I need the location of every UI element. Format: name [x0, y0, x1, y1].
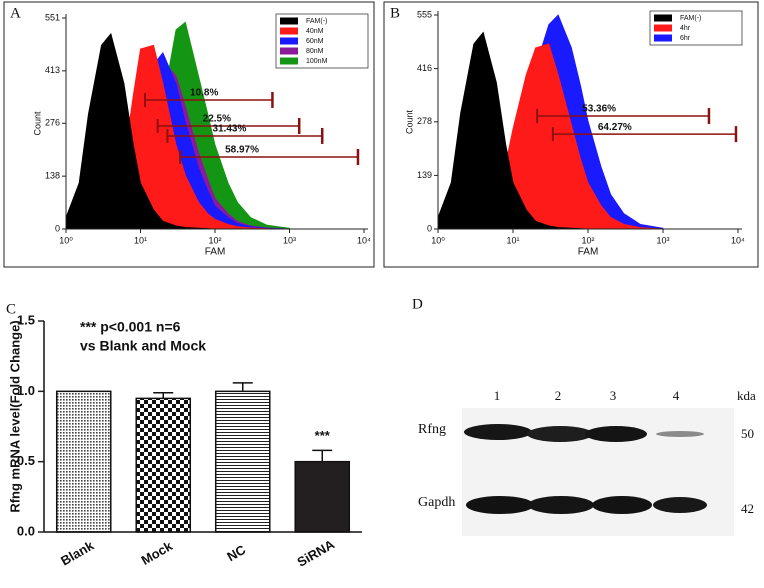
bar	[135, 397, 192, 533]
bar	[55, 390, 112, 533]
y-tick-label: 0	[55, 223, 60, 233]
legend-swatch	[280, 17, 298, 25]
panel-label: B	[390, 5, 400, 21]
x-tick-label: 10⁴	[731, 235, 745, 245]
y-tick-label: 416	[417, 63, 432, 73]
row-label: Rfng	[418, 422, 446, 437]
x-tick-label: SiRNA	[294, 536, 337, 570]
panel-label: D	[412, 296, 423, 312]
panel-frame	[383, 1, 759, 268]
legend-label: 80nM	[306, 48, 324, 55]
x-tick-label: 10²	[581, 235, 594, 245]
y-tick-label: 555	[417, 9, 432, 19]
y-tick-label: 0.5	[17, 453, 35, 468]
annotation: *** p<0.001 n=6	[80, 319, 181, 335]
legend-label: FAM(-)	[680, 15, 701, 22]
band	[585, 426, 647, 442]
x-tick-label: 10¹	[506, 235, 519, 245]
legend-swatch	[280, 37, 298, 45]
lane-label: 3	[610, 388, 617, 403]
band	[653, 497, 707, 513]
row-label: Gapdh	[418, 495, 455, 510]
legend-swatch	[654, 14, 672, 22]
y-tick-label: 278	[417, 116, 432, 126]
legend-label: 6hr	[680, 35, 691, 42]
band	[528, 496, 594, 514]
x-tick-label: Mock	[139, 538, 176, 568]
band	[527, 426, 593, 442]
gate-label: 64.27%	[598, 122, 632, 133]
lane-label: 2	[555, 388, 562, 403]
x-tick-label: 10³	[656, 235, 669, 245]
y-tick-label: 1.5	[17, 312, 35, 327]
x-tick-label: 10⁴	[357, 235, 371, 245]
x-axis-title: FAM	[205, 247, 226, 258]
y-axis-title: Rfng mRNA level(Fold Change)	[7, 320, 22, 512]
y-tick-label: 139	[417, 170, 432, 180]
size-label: 42	[741, 501, 754, 516]
x-tick-label: 10¹	[134, 235, 147, 245]
lane-label: 4	[673, 388, 680, 403]
legend-swatch	[654, 34, 672, 42]
legend-label: FAM(-)	[306, 18, 327, 25]
unit-label: kda	[737, 388, 756, 403]
x-tick-label: 10³	[283, 235, 296, 245]
legend-label: 4hr	[680, 25, 691, 32]
legend-label: 60nM	[306, 38, 324, 45]
band	[656, 431, 704, 437]
gate-label: 22.5%	[203, 114, 231, 125]
bar	[214, 390, 271, 533]
y-tick-label: 413	[45, 65, 60, 75]
legend-swatch	[280, 27, 298, 35]
size-label: 50	[741, 426, 754, 441]
gate-label: 31.43%	[212, 124, 246, 135]
y-tick-label: 276	[45, 118, 60, 128]
legend-swatch	[280, 57, 298, 65]
legend-swatch	[280, 47, 298, 55]
significance-label: ***	[315, 428, 331, 443]
x-axis-title: FAM	[578, 247, 599, 258]
gate-label: 53.36%	[582, 104, 616, 115]
y-axis-title: Count	[404, 110, 414, 135]
panel-label: A	[10, 5, 21, 21]
band	[464, 424, 532, 440]
lane-label: 1	[494, 388, 501, 403]
x-tick-label: Blank	[58, 537, 97, 568]
x-tick-label: 10⁰	[59, 235, 73, 245]
x-tick-label: NC	[224, 542, 248, 565]
gate-label: 10.8%	[190, 88, 218, 99]
legend-label: 100nM	[306, 58, 328, 65]
panel-label: C	[6, 301, 16, 317]
band	[592, 496, 652, 514]
x-tick-label: 10⁰	[431, 235, 445, 245]
band	[466, 496, 534, 514]
y-tick-label: 1.0	[17, 383, 35, 398]
y-tick-label: 0	[427, 223, 432, 233]
y-tick-label: 0.0	[17, 523, 35, 538]
bar	[294, 460, 351, 533]
y-tick-label: 138	[45, 171, 60, 181]
gate-label: 58.97%	[225, 145, 259, 156]
annotation: vs Blank and Mock	[80, 338, 206, 354]
y-tick-label: 551	[45, 12, 60, 22]
legend-label: 40nM	[306, 28, 324, 35]
y-axis-title: Count	[32, 111, 42, 136]
legend-swatch	[654, 24, 672, 32]
blot	[462, 408, 734, 536]
x-tick-label: 10²	[208, 235, 221, 245]
panel-frame	[3, 1, 375, 268]
